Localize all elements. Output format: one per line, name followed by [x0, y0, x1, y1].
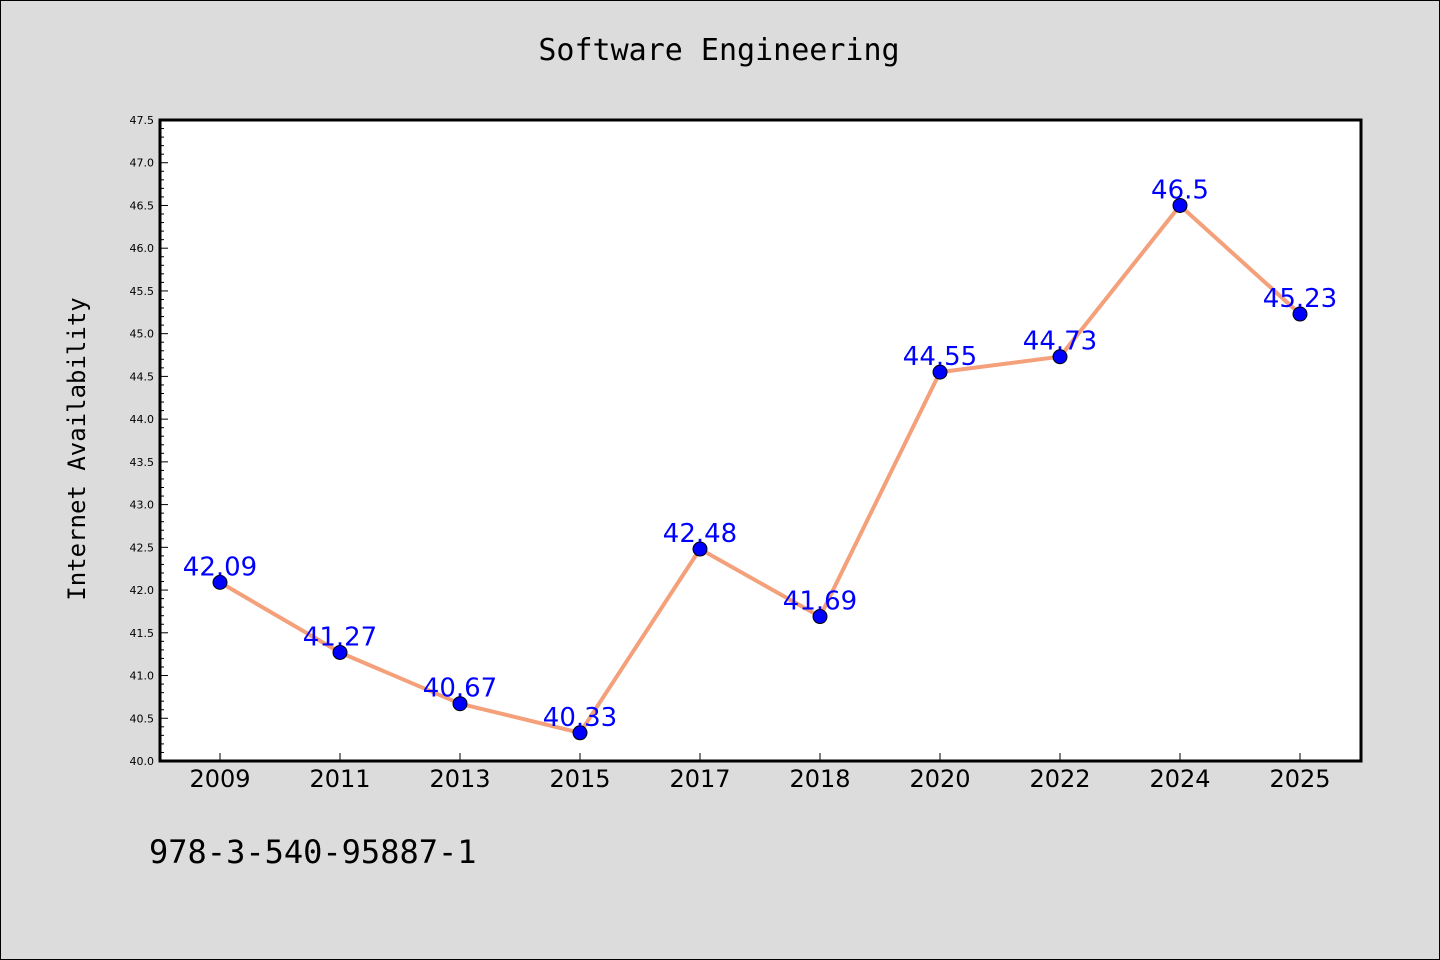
data-label: 42.48: [663, 519, 737, 549]
data-label: 45.23: [1263, 284, 1337, 314]
data-point: [692, 541, 708, 557]
data-point: [1172, 197, 1188, 213]
y-tick-label: 42.5: [130, 541, 155, 554]
data-points: [212, 197, 1308, 741]
x-tick-label: 2020: [909, 765, 970, 793]
y-tick-label: 47.0: [130, 157, 155, 170]
data-point: [212, 574, 228, 590]
data-point: [332, 644, 348, 660]
chart-title: Software Engineering: [538, 33, 900, 68]
y-tick-label: 46.0: [130, 242, 155, 255]
data-label: 46.5: [1151, 175, 1209, 205]
y-tick-label: 40.5: [130, 712, 155, 725]
data-label: 44.55: [903, 342, 977, 372]
data-label: 41.27: [303, 622, 377, 652]
plot-area: [158, 118, 1363, 763]
data-point: [1292, 306, 1308, 322]
x-tick-label: 2011: [309, 765, 370, 793]
y-tick-label: 43.5: [130, 456, 155, 469]
y-tick-label: 46.5: [130, 199, 155, 212]
data-point: [932, 364, 948, 380]
x-tick-label: 2015: [549, 765, 610, 793]
y-tick-label: 47.5: [130, 114, 155, 127]
y-tick-label: 44.0: [130, 413, 155, 426]
x-tick-label: 2018: [789, 765, 850, 793]
data-labels: 42.09 41.27 40.67 40.33 42.48 41.69 44.55 44.73…: [183, 175, 1337, 732]
y-tick-label: 40.0: [130, 755, 155, 768]
y-tick-label: 45.0: [130, 328, 155, 341]
y-tick-label: 43.0: [130, 499, 155, 512]
y-axis: 40.0 40.5 41.0 41.5 42.0 42.5 43.0 43.5 44.0 44.5…: [130, 114, 168, 768]
x-tick-label: 2009: [189, 765, 250, 793]
x-tick-label: 2013: [429, 765, 490, 793]
y-tick-label: 44.5: [130, 370, 155, 383]
x-tick-label: 2022: [1029, 765, 1090, 793]
y-tick-label: 41.5: [130, 627, 155, 640]
data-label: 41.69: [783, 587, 857, 617]
data-point: [1052, 349, 1068, 365]
data-label: 40.33: [543, 703, 617, 733]
x-tick-label: 2025: [1269, 765, 1330, 793]
series-line: [218, 203, 1302, 735]
y-tick-label: 42.0: [130, 584, 155, 597]
y-tick-label: 45.5: [130, 285, 155, 298]
data-label: 42.09: [183, 552, 257, 582]
data-label: 44.73: [1023, 327, 1097, 357]
data-label: 40.67: [423, 674, 497, 704]
footer-code: 978-3-540-95887-1: [149, 833, 477, 871]
y-tick-label: 41.0: [130, 670, 155, 683]
x-axis: 2009 2011 2013 2015 2017 2018 2020 2022 2024 2025: [189, 753, 1331, 793]
data-point: [452, 696, 468, 712]
data-point: [812, 609, 828, 625]
x-tick-label: 2024: [1149, 765, 1210, 793]
data-point: [572, 725, 588, 741]
x-tick-label: 2017: [669, 765, 730, 793]
